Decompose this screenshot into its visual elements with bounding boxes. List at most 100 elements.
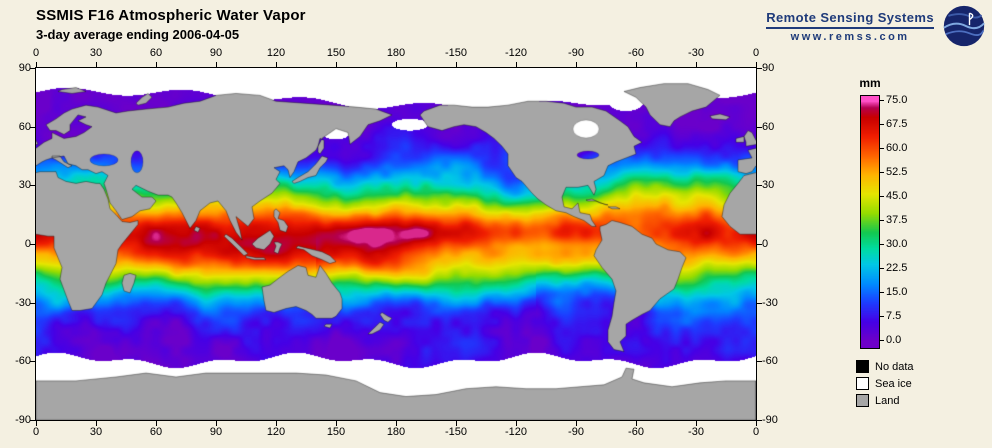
lon-tick-mark: [456, 62, 457, 67]
lat-tick-mark: [30, 302, 35, 304]
lon-tick-label-top: -60: [628, 47, 644, 59]
colorbar-tick-label: 67.5: [886, 118, 908, 130]
lat-tick-mark: [757, 68, 762, 69]
branding: Remote Sensing Systems www.remss.com: [766, 4, 986, 48]
lat-tick-mark: [30, 244, 35, 245]
lon-tick-label-bottom: 0: [32, 426, 40, 438]
colorbar-tick-label: 75.0: [886, 94, 908, 106]
colorbar: [861, 96, 879, 348]
lat-tick-mark: [757, 126, 762, 128]
lat-tick-label-left: -90: [15, 414, 31, 426]
lon-tick-mark: [216, 62, 217, 67]
colorbar-unit-label: mm: [859, 76, 881, 90]
colorbar-tick-label: 22.5: [886, 262, 908, 274]
lon-tick-mark: [336, 421, 337, 426]
page-title: SSMIS F16 Atmospheric Water Vapor: [36, 7, 306, 24]
legend-label: Sea ice: [875, 377, 912, 390]
lon-tick-label-bottom: 90: [209, 426, 223, 438]
lon-tick-mark: [516, 62, 517, 67]
lat-tick-label-left: -60: [15, 355, 31, 368]
lat-tick-label-right: -60: [762, 355, 778, 368]
lon-tick-mark: [96, 62, 97, 67]
lon-tick-label-top: 0: [752, 47, 760, 59]
brand-text: Remote Sensing Systems www.remss.com: [766, 10, 934, 43]
lat-tick-label-right: 30: [762, 179, 775, 192]
lon-tick-mark: [276, 421, 277, 426]
lon-tick-label-top: 90: [209, 47, 223, 59]
lat-tick-label-left: 90: [18, 62, 31, 74]
lat-tick-label-right: -30: [762, 296, 778, 309]
lon-tick-mark: [336, 62, 337, 67]
colorbar-tick-mark: [880, 124, 884, 125]
lon-tick-mark: [636, 62, 637, 67]
colorbar-tick-label: 15.0: [886, 286, 908, 298]
lat-tick-mark: [30, 126, 35, 128]
colorbar-tick-mark: [880, 172, 884, 173]
lon-tick-mark: [276, 62, 277, 67]
colorbar-tick-label: 0.0: [886, 334, 902, 346]
lat-tick-mark: [30, 68, 35, 69]
legend-swatch-sea-ice: [856, 377, 869, 390]
lat-tick-mark: [30, 185, 35, 187]
lon-tick-label-top: 60: [149, 47, 163, 59]
lat-tick-mark: [757, 302, 762, 304]
lon-tick-mark: [576, 421, 577, 426]
lat-tick-mark: [757, 185, 762, 187]
page-subtitle: 3-day average ending 2006-04-05: [36, 27, 240, 42]
brand-url-link[interactable]: www.remss.com: [790, 30, 910, 43]
lon-tick-mark: [696, 421, 697, 426]
lat-tick-label-right: 0: [762, 238, 769, 250]
colorbar-tick-mark: [880, 268, 884, 269]
colorbar-tick-mark: [880, 220, 884, 221]
lon-tick-label-top: 30: [89, 47, 103, 59]
lon-tick-label-top: 150: [326, 47, 346, 59]
lon-tick-label-bottom: 180: [386, 426, 406, 438]
lon-tick-mark: [396, 421, 397, 426]
colorbar-tick-mark: [880, 100, 884, 101]
legend-item: No data: [856, 360, 914, 373]
lon-tick-label-bottom: 120: [266, 426, 286, 438]
lon-tick-mark: [36, 421, 37, 426]
lon-tick-label-bottom: -120: [504, 426, 528, 438]
lon-tick-label-bottom: 0: [752, 426, 760, 438]
lon-tick-mark: [216, 421, 217, 426]
colorbar-tick-label: 7.5: [886, 310, 902, 322]
lon-tick-mark: [96, 421, 97, 426]
lon-tick-mark: [456, 421, 457, 426]
lon-tick-label-top: -90: [568, 47, 584, 59]
lon-tick-label-top: 180: [386, 47, 406, 59]
lon-tick-label-top: -150: [444, 47, 468, 59]
colorbar-tick-label: 37.5: [886, 214, 908, 226]
colorbar-tick-mark: [880, 148, 884, 149]
colorbar-tick-mark: [880, 340, 884, 341]
legend-item: Sea ice: [856, 377, 912, 390]
brand-name: Remote Sensing Systems: [766, 9, 934, 25]
brand-divider: [766, 26, 934, 29]
lon-tick-label-top: 0: [32, 47, 40, 59]
legend-label: No data: [875, 360, 914, 373]
lon-tick-label-top: -120: [504, 47, 528, 59]
lon-tick-label-bottom: -150: [444, 426, 468, 438]
lat-tick-mark: [757, 244, 762, 245]
remss-globe-logo: [943, 5, 985, 47]
lat-tick-mark: [757, 361, 762, 363]
lat-tick-label-right: 60: [762, 120, 775, 133]
colorbar-tick-mark: [880, 316, 884, 317]
colorbar-frame: [860, 95, 880, 349]
lon-tick-mark: [516, 421, 517, 426]
colorbar-tick-label: 52.5: [886, 166, 908, 178]
map-frame: [35, 67, 757, 421]
lon-tick-mark: [576, 62, 577, 67]
colorbar-tick-label: 45.0: [886, 190, 908, 202]
lon-tick-mark: [636, 421, 637, 426]
lon-tick-mark: [396, 62, 397, 67]
lat-tick-label-left: 0: [24, 238, 31, 250]
colorbar-tick-label: 30.0: [886, 238, 908, 250]
legend-item: Land: [856, 394, 899, 407]
lon-tick-label-top: 120: [266, 47, 286, 59]
lon-tick-mark: [156, 62, 157, 67]
lon-tick-mark: [756, 62, 757, 67]
lat-tick-mark: [30, 420, 35, 421]
colorbar-tick-mark: [880, 196, 884, 197]
